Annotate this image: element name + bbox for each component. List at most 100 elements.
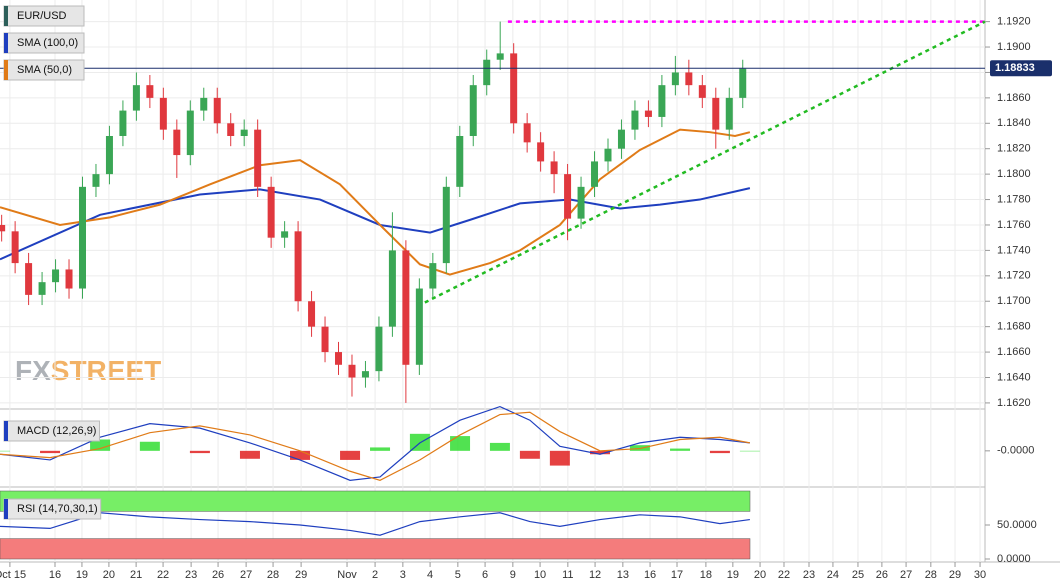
candle-body bbox=[105, 136, 113, 175]
legend-swatch bbox=[4, 33, 8, 53]
candle-body bbox=[38, 282, 46, 295]
candle-body bbox=[146, 85, 154, 98]
candle-body bbox=[52, 269, 60, 283]
candle-body bbox=[11, 231, 19, 264]
x-tick-label: 16 bbox=[49, 569, 61, 581]
x-tick-label: 3 bbox=[400, 569, 406, 581]
candle-body bbox=[698, 85, 706, 98]
x-tick-label: 20 bbox=[754, 569, 766, 581]
y-tick-label: 1.1900 bbox=[997, 41, 1031, 53]
y-tick-label: 1.1800 bbox=[997, 168, 1031, 180]
y-tick-label: 1.1740 bbox=[997, 244, 1031, 256]
x-tick-label: 30 bbox=[974, 569, 986, 581]
candle-body bbox=[375, 326, 383, 372]
x-tick-label: 26 bbox=[212, 569, 224, 581]
candle-body bbox=[671, 72, 679, 86]
histogram-bar bbox=[739, 450, 760, 452]
candle-body bbox=[644, 110, 652, 117]
y-tick-label: 50.0000 bbox=[997, 519, 1037, 531]
x-tick-label: 24 bbox=[827, 569, 839, 581]
candle-body bbox=[335, 352, 343, 365]
histogram-bar bbox=[489, 442, 510, 451]
y-tick-label: 1.1640 bbox=[997, 371, 1031, 383]
x-tick-label: 21 bbox=[130, 569, 142, 581]
x-tick-label: 11 bbox=[562, 569, 573, 581]
line bbox=[0, 405, 750, 481]
histogram-bar bbox=[709, 450, 730, 454]
histogram-bar bbox=[189, 450, 210, 454]
candle-body bbox=[658, 85, 666, 117]
candle-body bbox=[321, 326, 329, 353]
legend-swatch bbox=[4, 421, 8, 441]
x-tick-label: 20 bbox=[103, 569, 115, 581]
y-tick-label: 1.1780 bbox=[997, 193, 1031, 205]
histogram-bar bbox=[290, 450, 311, 460]
histogram-bar bbox=[670, 448, 691, 451]
histogram-bar bbox=[139, 441, 160, 451]
histogram-bar bbox=[549, 450, 570, 466]
candle-body bbox=[550, 161, 558, 175]
candle-body bbox=[604, 148, 612, 162]
x-tick-label: 16 bbox=[644, 569, 656, 581]
y-tick-label: 1.1920 bbox=[997, 16, 1031, 28]
candle-body bbox=[348, 364, 356, 378]
histogram-bar bbox=[340, 450, 361, 460]
candle-body bbox=[469, 85, 477, 136]
x-tick-label: 19 bbox=[727, 569, 739, 581]
candle-body bbox=[537, 142, 545, 162]
candle-body bbox=[78, 186, 86, 289]
x-tick-label: 6 bbox=[482, 569, 488, 581]
candle-body bbox=[186, 110, 194, 156]
candle-body bbox=[25, 263, 33, 295]
candle-body bbox=[591, 161, 599, 187]
histogram-bar bbox=[370, 447, 391, 451]
x-tick-label: 27 bbox=[900, 569, 912, 581]
candle-body bbox=[132, 85, 140, 111]
logo-part: FX bbox=[15, 355, 51, 386]
legend-label: MACD (12,26,9) bbox=[17, 425, 96, 437]
candle-body bbox=[361, 371, 369, 378]
line bbox=[0, 512, 750, 536]
candle-body bbox=[308, 301, 316, 327]
candle-body bbox=[685, 72, 693, 86]
candle-body bbox=[65, 269, 73, 289]
candle-body bbox=[415, 288, 423, 365]
y-tick-label: 1.1660 bbox=[997, 346, 1031, 358]
candle-body bbox=[577, 186, 585, 219]
x-tick-label: 12 bbox=[589, 569, 601, 581]
x-tick-label: 5 bbox=[455, 569, 461, 581]
candle-body bbox=[617, 129, 625, 149]
candle-body bbox=[402, 250, 410, 365]
candle-body bbox=[119, 110, 127, 136]
candle-body bbox=[456, 136, 464, 187]
candle-body bbox=[213, 97, 221, 124]
logo-part: STREET bbox=[51, 355, 161, 386]
candle-body bbox=[725, 97, 733, 130]
x-tick-label: 22 bbox=[157, 569, 169, 581]
candle-body bbox=[159, 97, 167, 130]
candle-body bbox=[442, 186, 450, 264]
x-tick-label: 23 bbox=[185, 569, 197, 581]
x-tick-label: 23 bbox=[803, 569, 815, 581]
x-tick-label: 28 bbox=[267, 569, 279, 581]
x-tick-label: 10 bbox=[534, 569, 546, 581]
candle-body bbox=[267, 186, 275, 238]
candle-body bbox=[483, 59, 491, 86]
rsi-band bbox=[0, 490, 751, 512]
y-tick-label: 1.1860 bbox=[997, 92, 1031, 104]
last-price-box bbox=[990, 60, 1052, 77]
candle-body bbox=[388, 250, 396, 327]
candle-body bbox=[254, 129, 262, 187]
candle-body bbox=[510, 53, 518, 124]
histogram-bar bbox=[239, 450, 260, 459]
legend-label: SMA (50,0) bbox=[17, 64, 72, 76]
logo: FXSTREET bbox=[15, 355, 161, 386]
y-tick-label: 1.1840 bbox=[997, 117, 1031, 129]
candle-body bbox=[564, 174, 572, 219]
candle-body bbox=[281, 231, 289, 238]
y-tick-label: 0.0000 bbox=[997, 553, 1031, 565]
x-tick-label: 27 bbox=[240, 569, 252, 581]
candle-body bbox=[496, 53, 504, 60]
